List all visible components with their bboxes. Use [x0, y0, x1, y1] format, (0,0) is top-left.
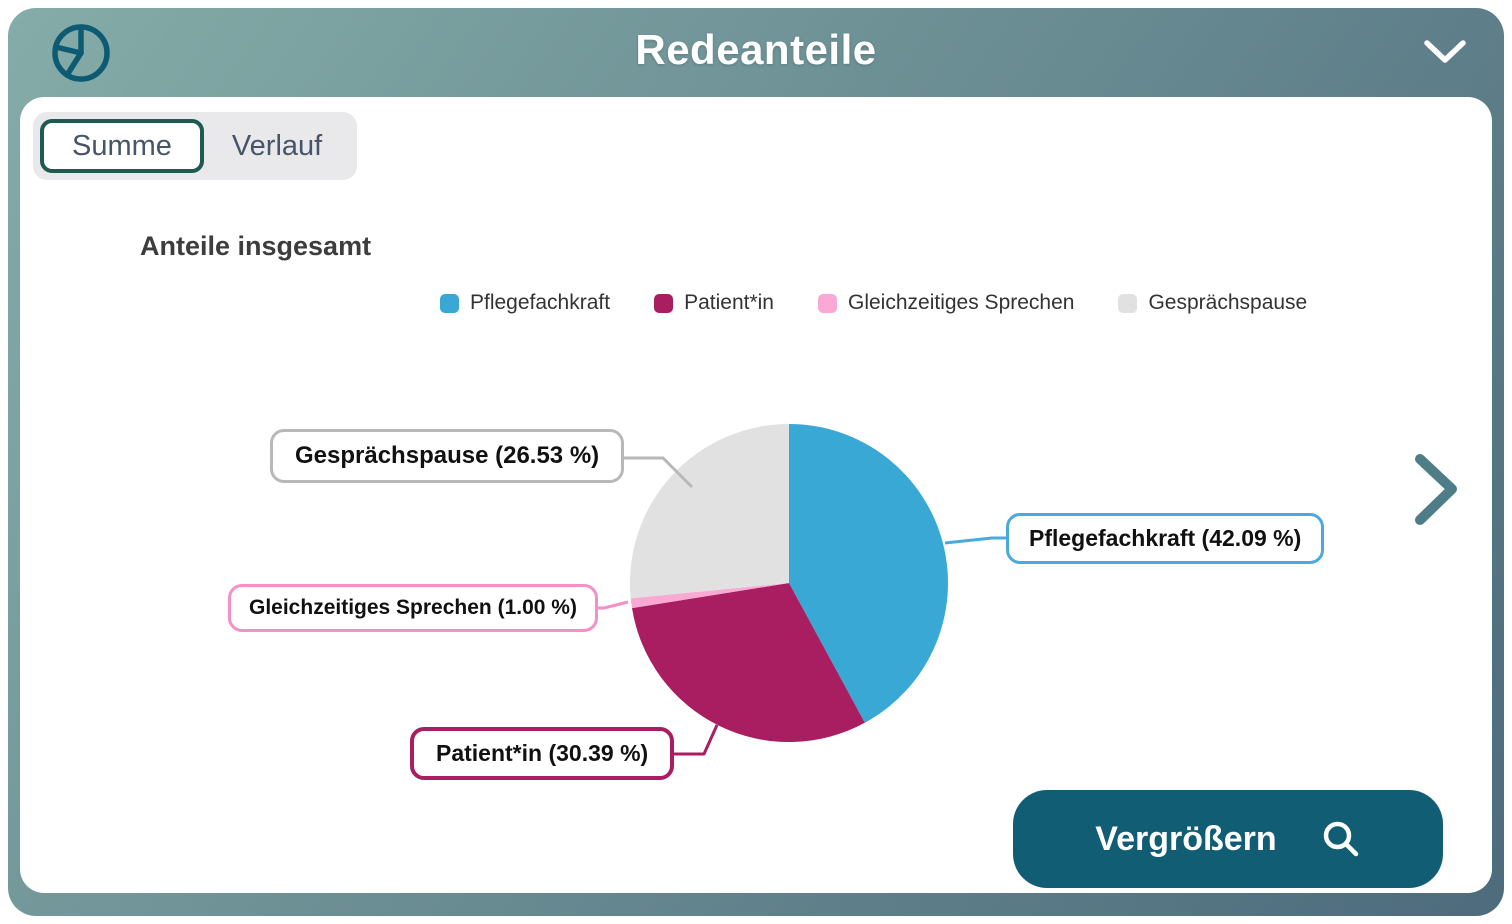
pie-chart	[566, 423, 1457, 756]
chevron-down-icon[interactable]	[1422, 38, 1468, 66]
legend-swatch-icon	[654, 293, 674, 313]
callout-gespraechspause: Gesprächspause (26.53 %)	[270, 429, 625, 483]
pie-chart-icon	[52, 24, 110, 82]
chart-card: Summe Verlauf Anteile insgesamt Pflegefa…	[20, 97, 1492, 893]
legend-swatch-icon	[1118, 293, 1138, 313]
legend-item-patientin[interactable]: Patient*in	[654, 291, 774, 315]
legend-label: Gleichzeitiges Sprechen	[848, 291, 1075, 314]
tab-summe[interactable]: Summe	[40, 119, 204, 173]
legend-swatch-icon	[440, 293, 459, 313]
legend-item-pflegefachkraft[interactable]: Pflegefachkraft	[440, 291, 610, 315]
vergroessern-button-label: Vergrößern	[1095, 819, 1277, 858]
view-tab-group: Summe Verlauf	[33, 112, 358, 180]
pie-slice-gespr-chspause[interactable]	[629, 423, 789, 599]
pie-slice-patient-in[interactable]	[632, 583, 865, 742]
callout-connector-line	[944, 536, 1008, 545]
pie-slice-pflegefachkraft[interactable]	[789, 424, 948, 723]
legend-label: Pflegefachkraft	[470, 291, 611, 314]
vergroessern-button[interactable]: Vergrößern	[1013, 790, 1443, 888]
next-chart-arrow-icon[interactable]	[1415, 454, 1457, 525]
pie-slice-gleichzeitiges-sprechen[interactable]	[630, 583, 789, 609]
callout-connector-line	[668, 724, 719, 756]
legend-item-gleichzeitiges-sprechen[interactable]: Gleichzeitiges Sprechen	[818, 291, 1074, 315]
tab-verlauf-label: Verlauf	[231, 129, 323, 162]
tab-summe-label: Summe	[72, 129, 172, 162]
callout-gleichzeitiges-sprechen: Gleichzeitiges Sprechen (1.00 %)	[228, 584, 598, 632]
chart-title: Anteile insgesamt	[140, 231, 372, 261]
magnifier-icon	[1323, 821, 1358, 857]
redeanteile-widget: Redeanteile Summe Verlauf Anteile insges…	[8, 8, 1504, 916]
legend-label: Patient*in	[684, 291, 774, 314]
legend-item-gespraechspause[interactable]: Gesprächspause	[1118, 291, 1307, 315]
legend-swatch-icon	[818, 293, 837, 313]
widget-header: Redeanteile	[8, 8, 1504, 97]
page-title: Redeanteile	[635, 26, 877, 73]
callout-pflegefachkraft: Pflegefachkraft (42.09 %)	[1006, 513, 1325, 564]
legend-label: Gesprächspause	[1148, 291, 1308, 314]
tab-verlauf[interactable]: Verlauf	[204, 119, 350, 173]
chart-legend: Pflegefachkraft Patient*in Gleichzeitige…	[440, 291, 1307, 315]
callout-patientin: Patient*in (30.39 %)	[410, 727, 675, 780]
